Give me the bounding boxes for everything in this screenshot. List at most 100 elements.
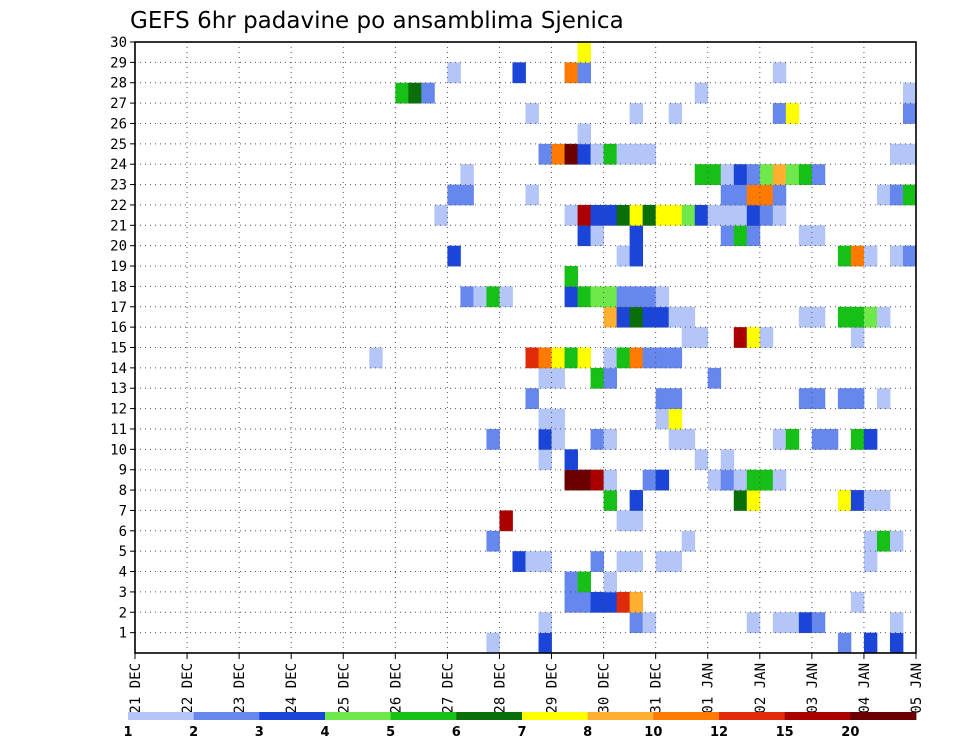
cell-m7-x39 — [629, 510, 644, 532]
cell-m25-x60 — [902, 143, 917, 165]
y-tick-label: 5 — [119, 544, 127, 560]
colorbar-swatch — [784, 712, 851, 720]
y-tick-label: 12 — [110, 402, 127, 418]
cell-m15-x35 — [577, 347, 591, 369]
cell-m1-x59 — [889, 632, 904, 654]
cell-m11-x42 — [668, 428, 683, 450]
cell-m2-x48 — [746, 612, 761, 634]
y-tick-label: 23 — [110, 178, 127, 194]
y-tick-label: 27 — [110, 96, 127, 112]
cell-m17-x43 — [681, 306, 696, 328]
cell-m1-x57 — [863, 632, 878, 654]
cell-m5-x31 — [525, 551, 539, 572]
cell-m14-x45 — [707, 367, 722, 389]
cell-m13-x41 — [655, 388, 670, 409]
y-tick-label: 4 — [119, 565, 127, 581]
colorbar-label: 7 — [517, 725, 526, 740]
cell-m18-x26 — [460, 286, 474, 308]
cell-m22-x47 — [733, 204, 748, 226]
cell-m25-x35 — [577, 143, 591, 165]
colorbar-legend: 1 2 3 4 5 6 7 8 10 12 15 20 — [123, 712, 917, 740]
cell-m29-x30 — [512, 62, 526, 84]
cell-m17-x37 — [603, 306, 618, 328]
y-tick-label: 22 — [110, 198, 127, 214]
cell-m9-x45 — [707, 469, 722, 491]
y-tick-label: 7 — [119, 503, 127, 519]
y-tick-label: 20 — [110, 239, 127, 255]
colorbar-swatch — [390, 712, 457, 720]
cell-m7-x38 — [616, 510, 631, 532]
cell-m15-x34 — [564, 347, 578, 369]
cell-m24-x46 — [720, 164, 735, 185]
cell-m13-x42 — [668, 388, 683, 409]
y-tick-label: 21 — [110, 218, 127, 234]
cell-m5-x36 — [590, 551, 604, 572]
cell-m4-x34 — [564, 571, 578, 593]
y-tick-label: 16 — [110, 320, 127, 336]
cell-m18-x28 — [486, 286, 500, 308]
cell-m2-x53 — [811, 612, 826, 634]
cell-m25-x36 — [590, 143, 604, 165]
x-tick-label: 03 JAN — [805, 663, 821, 714]
cell-m17-x41 — [655, 306, 670, 328]
cell-m23-x47 — [733, 184, 748, 206]
cell-m25-x59 — [889, 143, 904, 165]
cell-m9-x37 — [603, 469, 618, 491]
y-tick-label: 17 — [110, 300, 127, 316]
cell-m21-x53 — [811, 225, 826, 247]
x-tick-label: 27 DEC — [440, 663, 456, 714]
cell-m25-x33 — [551, 143, 565, 165]
x-tick-label: 01 JAN — [701, 663, 717, 714]
cell-m11-x51 — [785, 428, 800, 450]
cell-m13-x53 — [811, 388, 826, 409]
cell-m20-x59 — [889, 245, 904, 267]
colorbar-label: 3 — [255, 725, 264, 740]
cell-m5-x38 — [616, 551, 631, 572]
cell-m22-x36 — [590, 204, 604, 226]
cell-m9-x46 — [720, 469, 735, 491]
cell-m9-x50 — [772, 469, 787, 491]
cell-m21-x46 — [720, 225, 735, 247]
cell-m5-x32 — [538, 551, 552, 572]
cell-m12-x33 — [551, 408, 565, 430]
cell-m18-x36 — [590, 286, 604, 308]
cell-m23-x58 — [876, 184, 891, 206]
cell-m11-x56 — [850, 428, 865, 450]
cell-m18-x29 — [499, 286, 513, 308]
colorbar-swatch — [522, 712, 589, 720]
cell-m3-x39 — [629, 591, 644, 613]
cell-m23-x26 — [460, 184, 474, 206]
cell-m5-x42 — [668, 551, 683, 572]
cell-m8-x37 — [603, 490, 618, 511]
cell-m20-x38 — [616, 245, 631, 267]
cell-m22-x46 — [720, 204, 735, 226]
cell-m28-x22 — [408, 82, 422, 104]
cell-m5-x57 — [863, 551, 878, 572]
cell-m1-x32 — [538, 632, 552, 654]
y-axis-ticks: 1234567891011121314151617181920212223242… — [110, 35, 135, 642]
cell-m20-x57 — [863, 245, 878, 267]
cell-m10-x34 — [564, 449, 578, 471]
cell-m10-x46 — [720, 449, 735, 471]
cell-m15-x31 — [525, 347, 539, 369]
cell-m14-x37 — [603, 367, 618, 389]
colorbar-label: 6 — [452, 725, 461, 740]
y-tick-label: 30 — [110, 35, 127, 51]
cell-m23-x48 — [746, 184, 761, 206]
cell-m15-x38 — [616, 347, 631, 369]
cell-m22-x40 — [642, 204, 657, 226]
cell-m18-x38 — [616, 286, 631, 308]
cell-m22-x24 — [434, 204, 448, 226]
cell-m15-x33 — [551, 347, 565, 369]
x-tick-label: 25 DEC — [336, 663, 352, 714]
x-axis-ticks: 21 DEC 22 DEC 23 DEC 24 DEC 25 DEC 26 DEC 27 D… — [128, 653, 925, 714]
cell-m2-x59 — [889, 612, 904, 634]
heatmap-cells — [369, 42, 917, 654]
cell-m11-x32 — [538, 428, 552, 450]
cell-m22-x49 — [759, 204, 774, 226]
colorbar-swatch — [719, 712, 786, 720]
cell-m23-x50 — [772, 184, 787, 206]
cell-m15-x39 — [629, 347, 644, 369]
cell-m25-x40 — [642, 143, 657, 165]
cell-m23-x25 — [447, 184, 461, 206]
